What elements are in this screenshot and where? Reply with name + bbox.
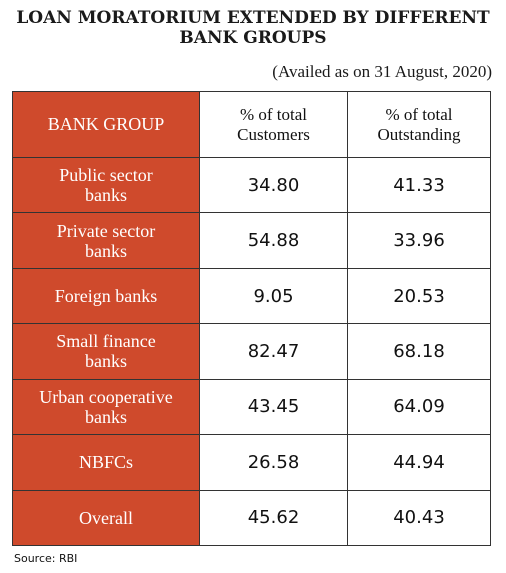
- data-table: BANK GROUP % of total Customers % of tot…: [12, 91, 491, 547]
- bank-group-cell: Urban cooperative banks: [12, 378, 200, 436]
- outstanding-value-cell: 40.43: [347, 489, 491, 547]
- header-outstanding: % of total Outstanding: [347, 91, 491, 158]
- outstanding-value-cell: 44.94: [347, 434, 491, 491]
- bank-group-label-line: Urban cooperative: [39, 386, 173, 407]
- header-customers: % of total Customers: [199, 91, 348, 158]
- header-row: BANK GROUP % of total Customers % of tot…: [12, 91, 491, 158]
- bank-group-label-line: Foreign banks: [54, 286, 158, 307]
- table-body: Public sector banks 34.80 41.33 Private sect…: [12, 156, 491, 547]
- bank-group-label-line: banks: [85, 406, 127, 427]
- customers-value-cell: 26.58: [199, 434, 348, 491]
- bank-group-label-line: Small finance: [56, 331, 156, 352]
- bank-group-cell: Private sector banks: [12, 212, 200, 269]
- bank-group-cell: Public sector banks: [12, 156, 200, 214]
- chart-title: LOAN MORATORIUM EXTENDED BY DIFFERENT BA…: [0, 8, 506, 48]
- customers-value-cell: 45.62: [199, 489, 348, 547]
- header-bank-group-label: BANK GROUP: [47, 114, 165, 134]
- header-customers-line-1: % of total: [239, 104, 308, 124]
- bank-group-label-line: Overall: [79, 507, 133, 528]
- customers-value-cell: 82.47: [199, 323, 348, 380]
- table-row: Urban cooperative banks 43.45 64.09: [12, 378, 491, 436]
- customers-value-cell: 34.80: [199, 156, 348, 214]
- table-row: Public sector banks 34.80 41.33: [12, 156, 491, 214]
- outstanding-value-cell: 41.33: [347, 156, 491, 214]
- customers-value-cell: 9.05: [199, 267, 348, 325]
- outstanding-value-cell: 64.09: [347, 378, 491, 436]
- bank-group-label-line: Public sector: [59, 165, 153, 186]
- customers-value-cell: 43.45: [199, 378, 348, 436]
- header-customers-line-2: Customers: [237, 124, 310, 144]
- bank-group-label-line: banks: [85, 351, 127, 372]
- header-bank-group: BANK GROUP: [12, 91, 200, 158]
- chart-title-line-1: LOAN MORATORIUM EXTENDED BY DIFFERENT: [16, 8, 490, 28]
- outstanding-value-cell: 33.96: [347, 212, 491, 269]
- bank-group-cell: Overall: [12, 489, 200, 547]
- table-row: NBFCs 26.58 44.94: [12, 434, 491, 491]
- table-row: Overall 45.62 40.43: [12, 489, 491, 547]
- chart-subtitle: (Availed as on 31 August, 2020): [272, 62, 492, 81]
- bank-group-label-line: banks: [85, 240, 127, 261]
- bank-group-label-line: Private sector: [56, 220, 156, 241]
- outstanding-value-cell: 20.53: [347, 267, 491, 325]
- source-note: Source: RBI: [14, 552, 78, 565]
- bank-group-label-line: banks: [85, 185, 127, 206]
- bank-group-cell: NBFCs: [12, 434, 200, 491]
- table-row: Private sector banks 54.88 33.96: [12, 212, 491, 269]
- header-outstanding-line-2: Outstanding: [377, 124, 461, 144]
- bank-group-cell: Small finance banks: [12, 323, 200, 380]
- table-row: Small finance banks 82.47 68.18: [12, 323, 491, 380]
- header-outstanding-line-1: % of total: [385, 104, 453, 124]
- bank-group-label-line: NBFCs: [78, 452, 134, 473]
- customers-value-cell: 54.88: [199, 212, 348, 269]
- chart-title-line-2: BANK GROUPS: [179, 28, 327, 48]
- bank-group-cell: Foreign banks: [12, 267, 200, 325]
- outstanding-value-cell: 68.18: [347, 323, 491, 380]
- table-row: Foreign banks 9.05 20.53: [12, 267, 491, 325]
